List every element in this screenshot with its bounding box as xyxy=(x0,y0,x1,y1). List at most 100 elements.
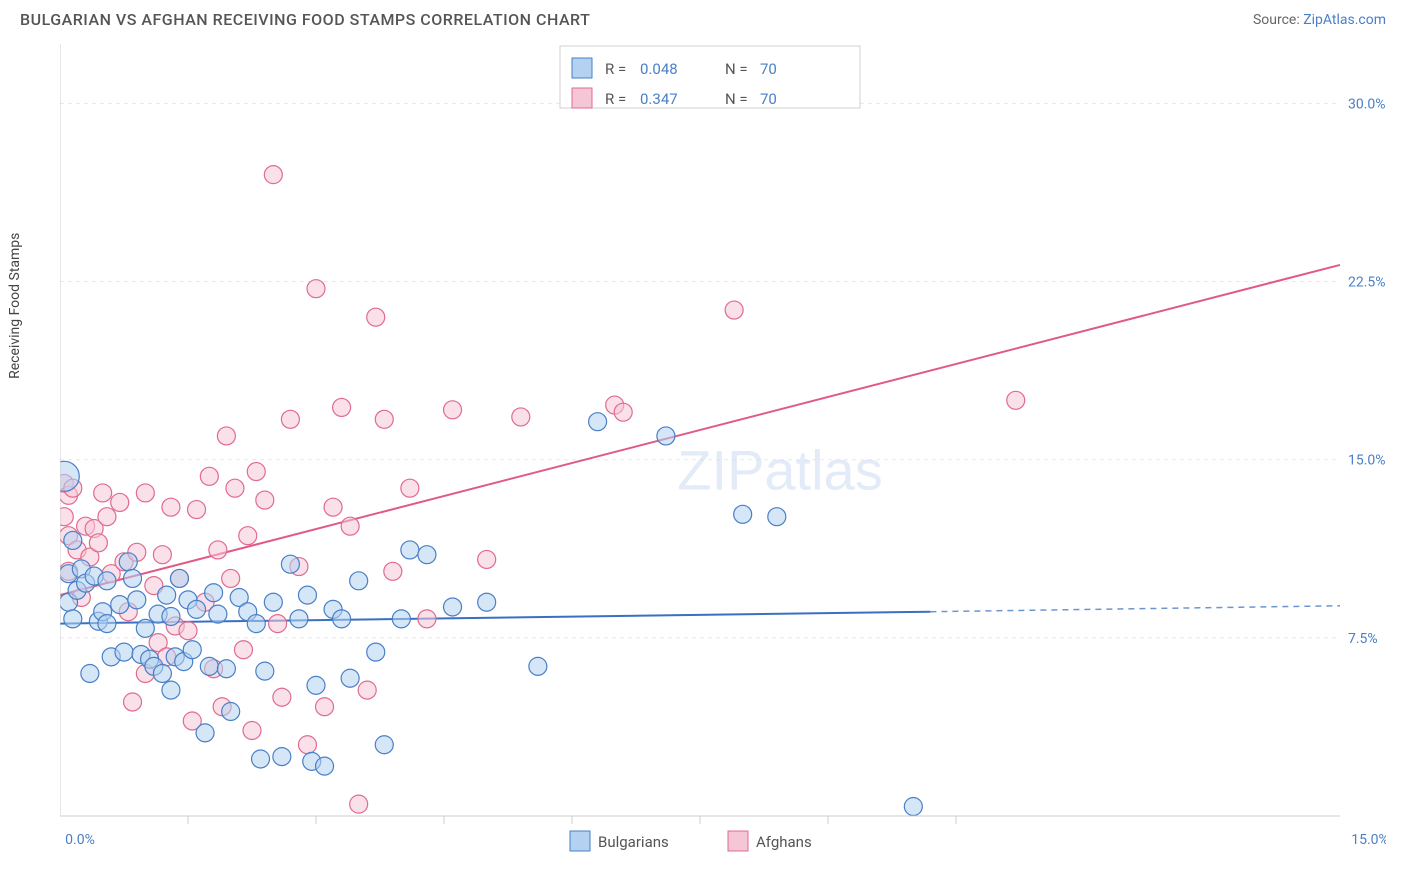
data-point-afghan xyxy=(222,569,240,587)
data-point-afghan xyxy=(94,484,112,502)
data-point-bulgarian xyxy=(64,610,82,628)
data-point-bulgarian xyxy=(98,615,116,633)
data-point-afghan xyxy=(188,501,206,519)
data-point-afghan xyxy=(179,622,197,640)
watermark: ZIPatlas xyxy=(677,439,882,502)
data-point-afghan xyxy=(124,693,142,711)
data-point-bulgarian xyxy=(136,619,154,637)
x-max-label: 15.0% xyxy=(1351,832,1386,848)
legend-r-label: R = xyxy=(605,90,626,108)
data-point-bulgarian xyxy=(418,546,436,564)
legend-series-label: Afghans xyxy=(756,833,812,851)
data-point-bulgarian xyxy=(290,610,308,628)
data-point-bulgarian xyxy=(98,572,116,590)
data-point-afghan xyxy=(333,398,351,416)
data-point-afghan xyxy=(341,517,359,535)
data-point-bulgarian xyxy=(209,605,227,623)
data-point-afghan xyxy=(273,688,291,706)
data-point-afghan xyxy=(60,508,73,526)
legend-series-label: Bulgarians xyxy=(598,833,669,851)
data-point-bulgarian xyxy=(264,593,282,611)
data-point-bulgarian xyxy=(392,610,410,628)
chart-title: BULGARIAN VS AFGHAN RECEIVING FOOD STAMP… xyxy=(20,10,590,29)
data-point-afghan xyxy=(1007,391,1025,409)
data-point-bulgarian xyxy=(124,569,142,587)
data-point-afghan xyxy=(234,641,252,659)
legend-r-value: 0.347 xyxy=(640,90,678,108)
data-point-afghan xyxy=(401,479,419,497)
data-point-afghan xyxy=(307,280,325,298)
data-point-afghan xyxy=(358,681,376,699)
data-point-bulgarian xyxy=(170,569,188,587)
data-point-bulgarian xyxy=(367,643,385,661)
data-point-afghan xyxy=(209,541,227,559)
data-point-bulgarian xyxy=(128,591,146,609)
legend-n-label: N = xyxy=(725,90,748,108)
legend-swatch xyxy=(570,831,590,851)
trend-line-afghans xyxy=(60,265,1340,595)
data-point-afghan xyxy=(418,610,436,628)
data-point-afghan xyxy=(298,736,316,754)
data-point-bulgarian xyxy=(478,593,496,611)
data-point-bulgarian xyxy=(401,541,419,559)
y-tick-label: 7.5% xyxy=(1348,631,1378,647)
data-point-bulgarian xyxy=(375,736,393,754)
legend-n-label: N = xyxy=(725,60,748,78)
data-point-bulgarian xyxy=(81,664,99,682)
data-point-afghan xyxy=(264,166,282,184)
data-point-bulgarian xyxy=(222,702,240,720)
data-point-bulgarian xyxy=(111,596,129,614)
data-point-bulgarian xyxy=(115,643,133,661)
data-point-bulgarian xyxy=(350,572,368,590)
data-point-afghan xyxy=(614,403,632,421)
data-point-afghan xyxy=(444,401,462,419)
data-point-afghan xyxy=(375,410,393,428)
data-point-afghan xyxy=(281,410,299,428)
data-point-bulgarian xyxy=(205,584,223,602)
data-point-afghan xyxy=(512,408,530,426)
data-point-bulgarian xyxy=(298,586,316,604)
data-point-bulgarian xyxy=(657,427,675,445)
scatter-chart: 7.5%15.0%22.5%30.0%ZIPatlas0.0%15.0%R =0… xyxy=(60,34,1386,854)
data-point-afghan xyxy=(226,479,244,497)
data-point-bulgarian xyxy=(273,748,291,766)
data-point-bulgarian xyxy=(904,797,922,815)
data-point-bulgarian xyxy=(162,607,180,625)
data-point-bulgarian xyxy=(217,660,235,678)
x-min-label: 0.0% xyxy=(65,832,95,848)
data-point-bulgarian xyxy=(247,615,265,633)
source-link[interactable]: ZipAtlas.com xyxy=(1303,12,1386,28)
data-point-afghan xyxy=(111,493,129,511)
y-axis-label: Receiving Food Stamps xyxy=(7,233,23,379)
data-point-bulgarian xyxy=(316,757,334,775)
y-tick-label: 15.0% xyxy=(1348,453,1386,469)
data-point-bulgarian xyxy=(281,555,299,573)
source-label: Source: ZipAtlas.com xyxy=(1253,12,1386,28)
data-point-bulgarian xyxy=(119,553,137,571)
data-point-bulgarian xyxy=(252,750,270,768)
data-point-bulgarian xyxy=(64,531,82,549)
data-point-afghan xyxy=(269,615,287,633)
legend-n-value: 70 xyxy=(760,90,777,108)
data-point-afghan xyxy=(256,491,274,509)
data-point-afghan xyxy=(136,484,154,502)
data-point-bulgarian xyxy=(162,681,180,699)
data-point-bulgarian xyxy=(307,676,325,694)
legend-r-label: R = xyxy=(605,60,626,78)
data-point-afghan xyxy=(367,308,385,326)
data-point-afghan xyxy=(98,508,116,526)
data-point-afghan xyxy=(725,301,743,319)
legend-r-value: 0.048 xyxy=(640,60,678,78)
legend-n-value: 70 xyxy=(760,60,777,78)
data-point-afghan xyxy=(239,527,257,545)
legend-swatch xyxy=(572,58,592,78)
data-point-afghan xyxy=(247,463,265,481)
data-point-bulgarian xyxy=(183,641,201,659)
legend-swatch xyxy=(572,88,592,108)
data-point-afghan xyxy=(384,562,402,580)
data-point-afghan xyxy=(200,467,218,485)
data-point-bulgarian xyxy=(200,657,218,675)
data-point-bulgarian xyxy=(153,664,171,682)
data-point-afghan xyxy=(478,550,496,568)
data-point-bulgarian xyxy=(333,610,351,628)
